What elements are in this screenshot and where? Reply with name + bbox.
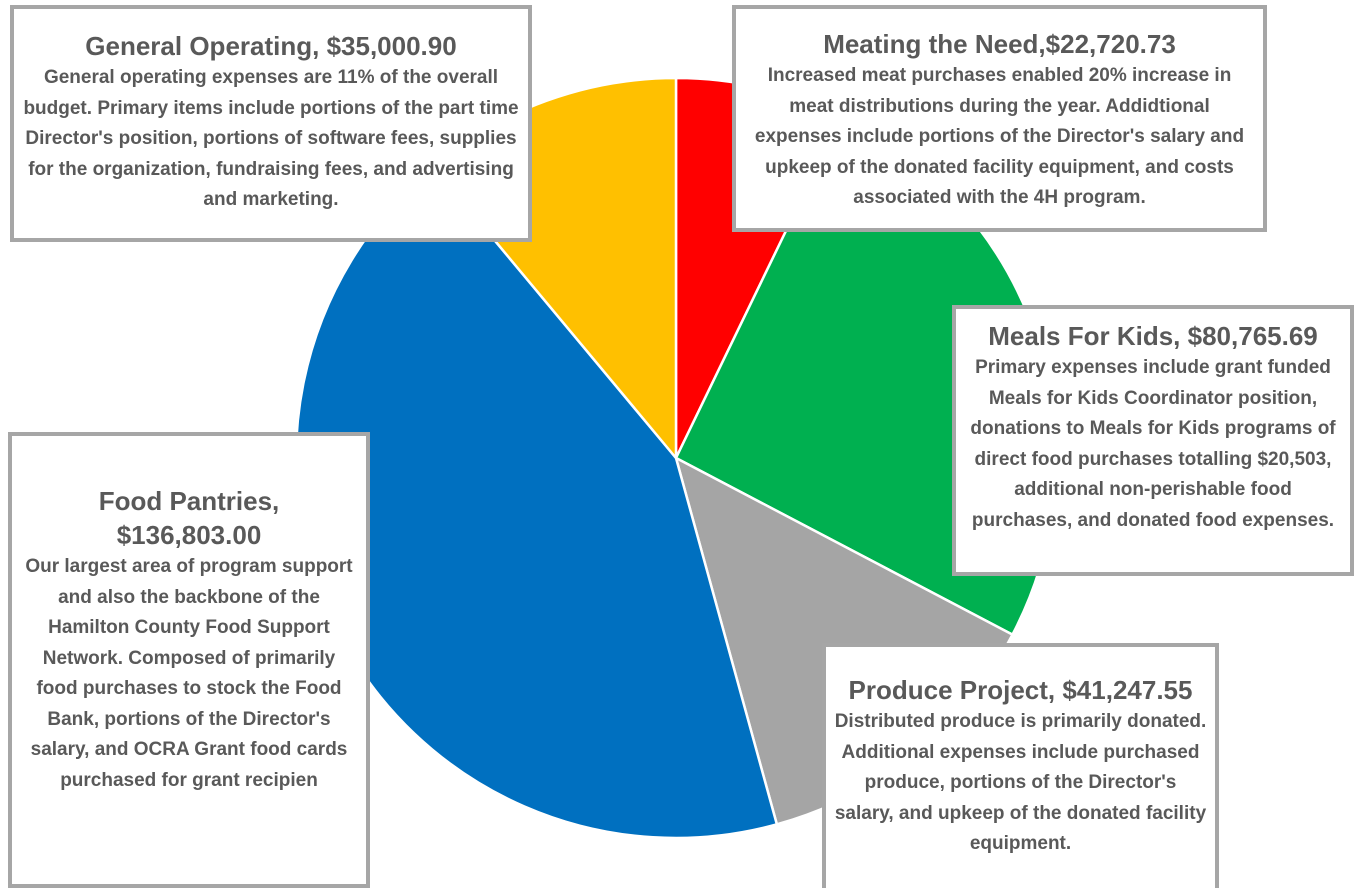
- category-label: General Operating,: [85, 31, 327, 61]
- annotation-box: Meals For Kids, $80,765.69 Primary expens…: [952, 305, 1354, 576]
- value-label: $80,765.69: [1187, 321, 1318, 351]
- category-label: Meating the Need,: [823, 29, 1046, 59]
- annotation-heading: Meals For Kids, $80,765.69: [964, 319, 1342, 353]
- category-label: Meals For Kids,: [988, 321, 1188, 351]
- category-label: Produce Project,: [848, 675, 1063, 705]
- annotation-text: Increased meat purchases enabled 20% inc…: [754, 65, 1245, 208]
- annotation-heading: General Operating, $35,000.90: [22, 29, 520, 63]
- annotation-text: Our largest area of program support and …: [25, 556, 353, 791]
- annotation-heading: Food Pantries, $136,803.00: [20, 484, 358, 552]
- category-label: Food Pantries,: [98, 486, 280, 516]
- value-label: $136,803.00: [116, 520, 262, 550]
- annotation-text: Primary expenses include grant funded Me…: [970, 357, 1336, 531]
- annotation-text: Distributed produce is primarily donated…: [834, 711, 1207, 854]
- annotation-heading: Meating the Need,$22,720.73: [744, 27, 1255, 61]
- annotation-box: Food Pantries, $136,803.00 Our largest are…: [8, 432, 370, 888]
- annotation-box: General Operating, $35,000.90 General ope…: [10, 5, 532, 242]
- annotation-text: General operating expenses are 11% of th…: [23, 67, 519, 210]
- annotation-box: Produce Project, $41,247.55 Distributed p…: [822, 643, 1219, 888]
- annotation-heading: Produce Project, $41,247.55: [834, 673, 1207, 707]
- value-label: $35,000.90: [326, 31, 457, 61]
- value-label: $22,720.73: [1045, 29, 1176, 59]
- value-label: $41,247.55: [1062, 675, 1193, 705]
- annotation-box: Meating the Need,$22,720.73 Increased mea…: [732, 5, 1267, 232]
